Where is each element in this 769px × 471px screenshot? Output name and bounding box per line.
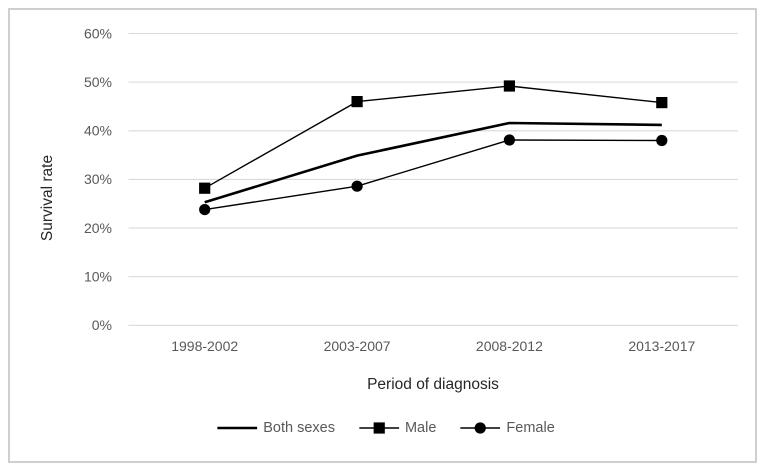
female-circle-marker-icon	[460, 422, 501, 434]
y-tick-label: 0%	[92, 317, 112, 333]
both-sexes-line-icon	[217, 426, 258, 430]
data-point-circle	[503, 134, 515, 146]
legend-item-female: Female	[460, 420, 555, 436]
y-tick-label: 40%	[84, 123, 112, 139]
data-point-circle	[199, 204, 211, 216]
data-point-square	[199, 182, 211, 194]
legend-item-male: Male	[358, 420, 437, 436]
x-tick-label: 1998-2002	[171, 338, 238, 354]
y-tick-label: 30%	[84, 171, 112, 187]
legend-item-both-sexes: Both sexes	[217, 420, 335, 436]
data-point-square	[351, 96, 363, 108]
x-tick-label: 2013-2017	[628, 338, 695, 354]
y-tick-label: 50%	[84, 74, 112, 90]
series-line-female	[204, 139, 662, 211]
legend-label-both-sexes: Both sexes	[263, 420, 335, 436]
series-line-both-sexes	[204, 121, 662, 204]
y-tick-label: 60%	[84, 25, 112, 41]
data-point-square	[656, 97, 668, 109]
y-axis-title: Survival rate	[39, 154, 56, 242]
y-tick-label: 20%	[84, 220, 112, 236]
x-tick-label: 2008-2012	[476, 338, 543, 354]
y-tick-label: 10%	[84, 269, 112, 285]
data-point-circle	[656, 134, 668, 147]
x-tick-label: 2003-2007	[324, 338, 391, 354]
male-square-marker-icon	[358, 422, 399, 434]
legend-label-male: Male	[404, 420, 437, 436]
data-point-circle	[351, 180, 363, 192]
series-line-male	[204, 85, 662, 189]
data-point-square	[503, 80, 515, 92]
chart-figure-frame	[8, 8, 757, 463]
x-axis-title: Period of diagnosis	[367, 376, 499, 393]
legend: Both sexes Male Female	[217, 420, 555, 436]
legend-label-female: Female	[506, 420, 555, 436]
